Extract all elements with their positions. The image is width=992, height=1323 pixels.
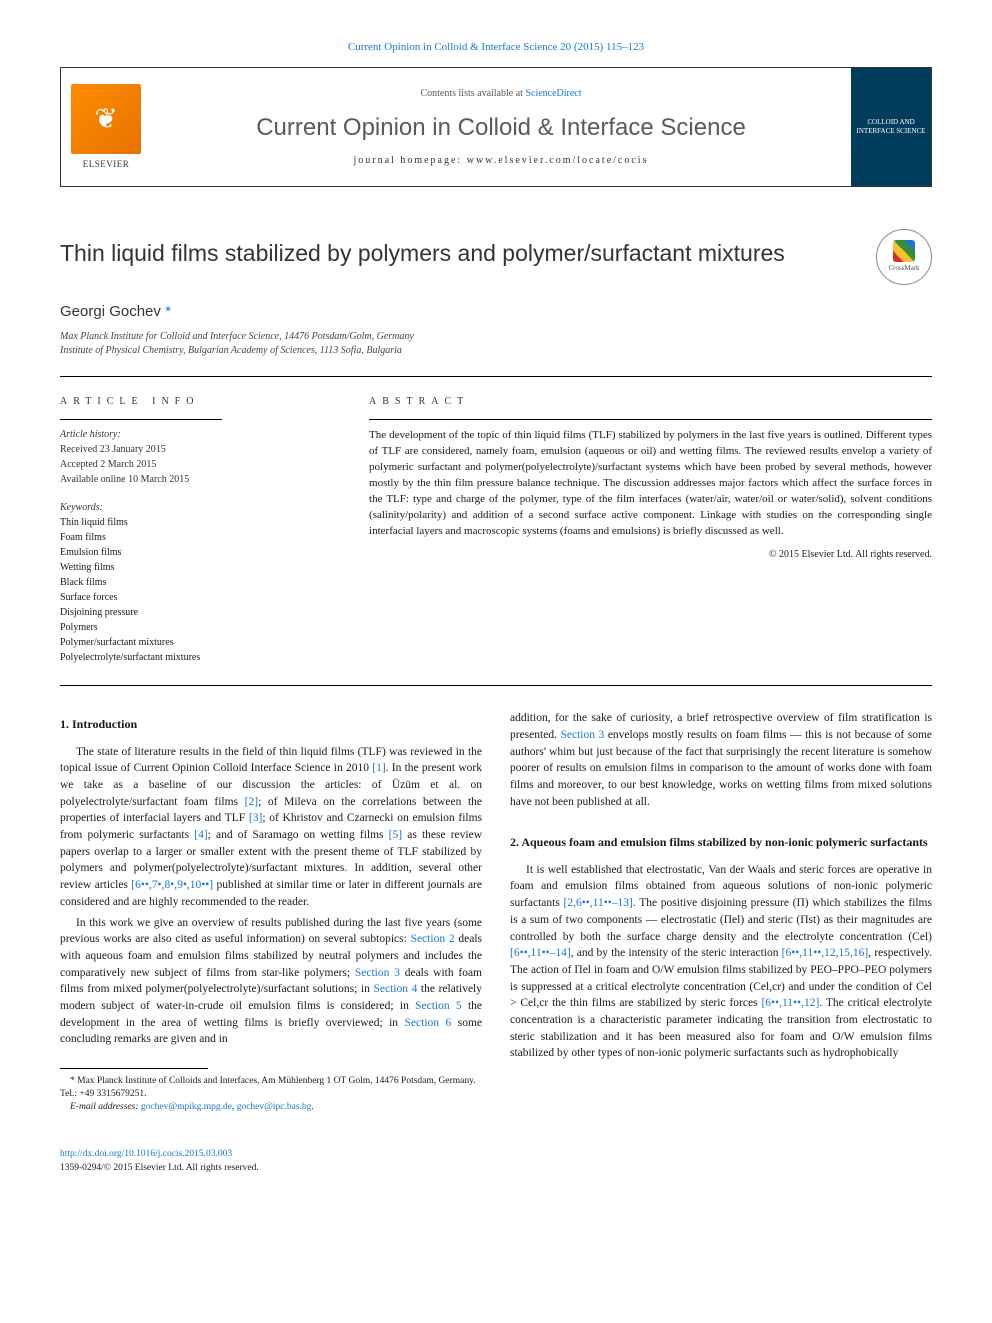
email-label: E-mail addresses:	[70, 1102, 141, 1112]
author-text: Georgi Gochev	[60, 303, 165, 320]
history-received: Received 23 January 2015	[60, 442, 339, 457]
email-footnote: E-mail addresses: gochev@mpikg.mpg.de, g…	[60, 1101, 482, 1114]
info-rule	[60, 419, 222, 420]
elsevier-logo: ❦ ELSEVIER	[61, 68, 151, 186]
ref-link[interactable]: [6••,11••,12,15,16]	[782, 947, 869, 959]
doi-link[interactable]: http://dx.doi.org/10.1016/j.cocis.2015.0…	[60, 1149, 232, 1159]
intro-para-1: The state of literature results in the f…	[60, 744, 482, 911]
footnote-separator	[60, 1068, 208, 1069]
sciencedirect-link[interactable]: ScienceDirect	[525, 88, 581, 99]
history-accepted: Accepted 2 March 2015	[60, 457, 339, 472]
section-2-para-1: It is well established that electrostati…	[510, 862, 932, 1062]
issn-copyright: 1359-0294/© 2015 Elsevier Ltd. All right…	[60, 1163, 259, 1173]
ref-link[interactable]: [2,6••,11••–13]	[564, 897, 633, 909]
ref-link[interactable]: [5]	[389, 829, 402, 841]
footer: http://dx.doi.org/10.1016/j.cocis.2015.0…	[60, 1147, 932, 1176]
section-1-heading: 1. Introduction	[60, 716, 482, 733]
elsevier-label: ELSEVIER	[83, 158, 130, 171]
author-name: Georgi Gochev *	[60, 301, 932, 322]
elsevier-tree-icon: ❦	[71, 84, 141, 154]
section-link[interactable]: Section 3	[560, 729, 604, 741]
keyword: Thin liquid films	[60, 515, 339, 530]
crossmark-icon	[893, 240, 915, 262]
keyword: Emulsion films	[60, 545, 339, 560]
text: , and by the intensity of the steric int…	[571, 947, 782, 959]
keyword: Disjoining pressure	[60, 605, 339, 620]
email-link[interactable]: gochev@mpikg.mpg.de	[141, 1102, 232, 1112]
history-online: Available online 10 March 2015	[60, 472, 339, 487]
keyword: Black films	[60, 575, 339, 590]
ref-link[interactable]: [4]	[194, 829, 207, 841]
section-link[interactable]: Section 3	[355, 967, 400, 979]
article-title: Thin liquid films stabilized by polymers…	[60, 237, 856, 269]
keyword: Wetting films	[60, 560, 339, 575]
abstract-rule	[369, 419, 932, 420]
keyword: Foam films	[60, 530, 339, 545]
journal-citation[interactable]: Current Opinion in Colloid & Interface S…	[60, 40, 932, 55]
ref-link[interactable]: [6••,11••,12]	[761, 997, 819, 1009]
section-link[interactable]: Section 4	[373, 983, 417, 995]
journal-cover-thumb: COLLOID AND INTERFACE SCIENCE	[851, 68, 931, 186]
ref-link[interactable]: [3]	[249, 812, 262, 824]
keyword: Surface forces	[60, 590, 339, 605]
section-link[interactable]: Section 6	[405, 1017, 452, 1029]
corresponding-mark[interactable]: *	[165, 303, 171, 320]
affiliation-2: Institute of Physical Chemistry, Bulgari…	[60, 344, 932, 358]
article-info-heading: article info	[60, 395, 339, 409]
corresponding-footnote: * Max Planck Institute of Colloids and I…	[60, 1075, 482, 1102]
journal-name: Current Opinion in Colloid & Interface S…	[151, 111, 851, 145]
section-link[interactable]: Section 5	[415, 1000, 462, 1012]
abstract-copyright: © 2015 Elsevier Ltd. All rights reserved…	[369, 548, 932, 562]
journal-header: ❦ ELSEVIER Contents lists available at S…	[60, 67, 932, 187]
keywords-label: Keywords:	[60, 501, 339, 515]
homepage-prefix: journal homepage:	[354, 155, 467, 166]
history-label: Article history:	[60, 428, 339, 442]
divider	[60, 376, 932, 377]
ref-link[interactable]: [2]	[245, 796, 258, 808]
intro-para-2-cont: addition, for the sake of curiosity, a b…	[510, 710, 932, 810]
text: ; and of Saramago on wetting films	[208, 829, 389, 841]
ref-link[interactable]: [6••,7•,8•,9•,10••]	[131, 879, 213, 891]
affiliation-1: Max Planck Institute for Colloid and Int…	[60, 330, 932, 344]
text: .	[311, 1102, 313, 1112]
intro-para-2: In this work we give an overview of resu…	[60, 915, 482, 1048]
keyword: Polyelectrolyte/surfactant mixtures	[60, 650, 339, 665]
section-2-heading: 2. Aqueous foam and emulsion films stabi…	[510, 834, 932, 851]
abstract-text: The development of the topic of thin liq…	[369, 428, 932, 540]
contents-list-line: Contents lists available at ScienceDirec…	[151, 87, 851, 101]
contents-prefix: Contents lists available at	[420, 88, 525, 99]
keyword: Polymer/surfactant mixtures	[60, 635, 339, 650]
homepage-url[interactable]: www.elsevier.com/locate/cocis	[467, 155, 649, 166]
abstract-heading: abstract	[369, 395, 932, 409]
crossmark-label: CrossMark	[888, 264, 919, 274]
ref-link[interactable]: [6••,11••–14]	[510, 947, 571, 959]
ref-link[interactable]: [1]	[372, 762, 385, 774]
crossmark-badge[interactable]: CrossMark	[876, 229, 932, 285]
journal-homepage: journal homepage: www.elsevier.com/locat…	[151, 154, 851, 168]
email-link[interactable]: gochev@ipc.bas.bg	[237, 1102, 312, 1112]
keyword: Polymers	[60, 620, 339, 635]
section-link[interactable]: Section 2	[411, 933, 455, 945]
divider	[60, 685, 932, 686]
